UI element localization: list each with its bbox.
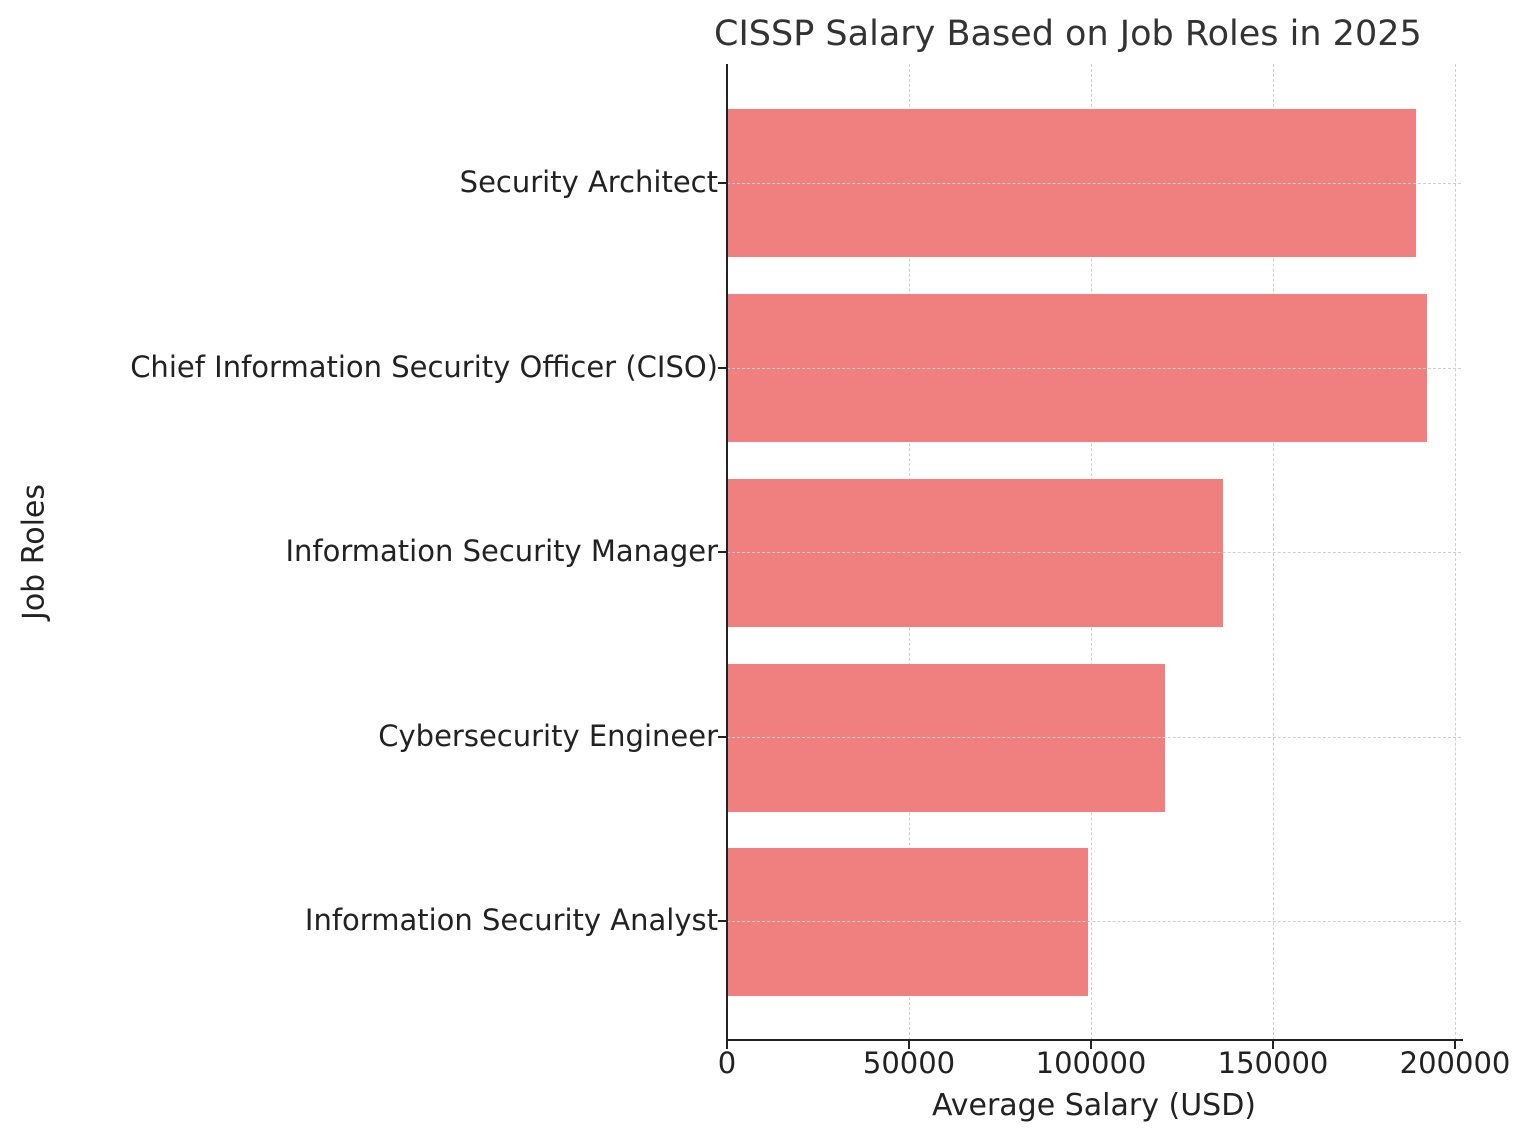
y-tick <box>718 182 727 184</box>
y-tick <box>718 551 727 553</box>
x-tick-label: 100000 <box>1035 1046 1147 1080</box>
bar-cybersecurity-engineer <box>728 664 1165 812</box>
y-tick <box>718 367 727 369</box>
x-axis-title: Average Salary (USD) <box>931 1088 1257 1123</box>
y-axis-line <box>726 64 728 1041</box>
x-tick-label: 200000 <box>1399 1046 1511 1080</box>
grid-line-y <box>727 183 1461 184</box>
y-tick-label: Chief Information Security Officer (CISO… <box>130 350 718 384</box>
y-axis-title: Job Roles <box>16 483 52 621</box>
x-tick-label: 150000 <box>1217 1046 1329 1080</box>
y-tick-label: Cybersecurity Engineer <box>378 719 718 753</box>
y-tick-label: Information Security Analyst <box>304 903 718 937</box>
x-tick <box>1454 1040 1456 1049</box>
y-tick <box>718 920 727 922</box>
grid-line-y <box>727 921 1461 922</box>
x-tick-label: 0 <box>717 1046 737 1080</box>
y-tick-label: Security Architect <box>459 165 718 199</box>
x-tick <box>726 1040 728 1049</box>
y-tick-label: Information Security Manager <box>285 534 718 568</box>
bar-information-security-analyst <box>728 848 1088 996</box>
x-tick <box>908 1040 910 1049</box>
grid-line-y <box>727 368 1461 369</box>
x-tick <box>1090 1040 1092 1049</box>
bar-information-security-manager <box>728 479 1223 627</box>
x-tick-label: 50000 <box>862 1046 956 1080</box>
y-tick <box>718 736 727 738</box>
grid-line-y <box>727 552 1461 553</box>
x-tick <box>1272 1040 1274 1049</box>
x-axis-line <box>726 1039 1463 1041</box>
grid-line-y <box>727 737 1461 738</box>
